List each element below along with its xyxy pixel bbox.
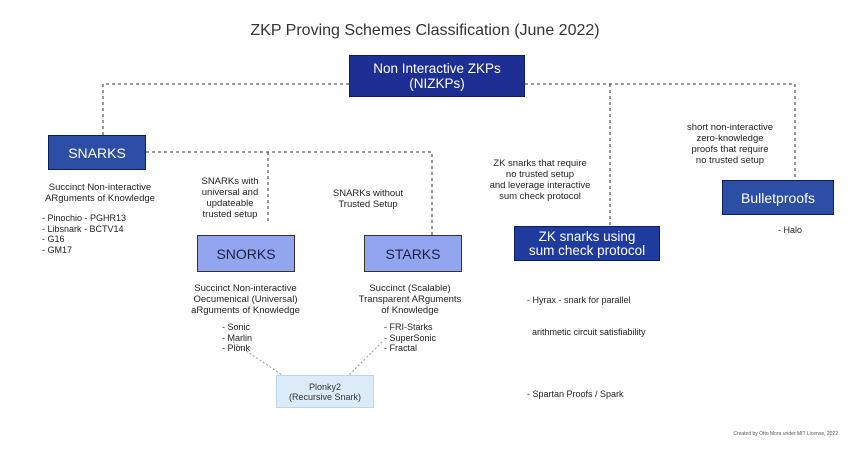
snarks-node: SNARKS bbox=[48, 135, 146, 170]
note-line: zero-knowledge bbox=[696, 133, 764, 144]
snorks-desc-line: aRguments of Knowledge bbox=[191, 305, 300, 316]
connector-fractal-plonky2 bbox=[348, 341, 383, 376]
note-line: no trusted setup bbox=[695, 155, 765, 166]
bulletproofs-node: Bulletproofs bbox=[722, 180, 834, 215]
bulletproofs-list: - Halo bbox=[778, 225, 802, 236]
zk-sumcheck-note: ZK snarks that require no trusted setup … bbox=[470, 158, 610, 202]
plonky2-sublabel: (Recursive Snark) bbox=[288, 391, 362, 402]
footer-credit: Created by Otto Mora under MIT License, … bbox=[733, 431, 838, 437]
list-item: - Plonk bbox=[222, 343, 251, 353]
note-line: trusted setup bbox=[202, 209, 258, 220]
note-line: universal and bbox=[201, 187, 259, 198]
list-item: - SuperSonic bbox=[384, 332, 437, 343]
note-line: SNARKs without bbox=[332, 188, 404, 199]
snorks-note: SNARKs with universal and updateable tru… bbox=[185, 176, 275, 220]
bulletproofs-note: short non-interactive zero-knowledge pro… bbox=[670, 122, 790, 166]
list-item: - Halo bbox=[778, 225, 803, 235]
snorks-node: SNORKS bbox=[197, 235, 295, 272]
snarks-desc-line: Succinct Non-interactive bbox=[48, 182, 152, 193]
zk-sumcheck-label-line2: sum check protocol bbox=[528, 242, 646, 258]
list-item: - Libsnark - BCTV14 bbox=[42, 223, 124, 234]
note-line: sum check protocol bbox=[499, 191, 581, 202]
starks-desc-line: Transparent ARguments bbox=[358, 294, 462, 305]
note-line: updateable bbox=[206, 198, 254, 209]
snorks-list: - Sonic - Marlin - Plonk bbox=[222, 322, 252, 354]
diagram-title: ZKP Proving Schemes Classification (June… bbox=[250, 22, 600, 39]
snarks-description: Succinct Non-interactive ARguments of Kn… bbox=[20, 182, 180, 204]
list-item: - G16 bbox=[42, 234, 65, 244]
zk-sumcheck-list: - Hyrax - snark for parallel arithmetic … bbox=[527, 274, 646, 410]
snorks-description: Succinct Non-interactive Oecumenical (Un… bbox=[158, 283, 333, 316]
starks-description: Succinct (Scalable) Transparent ARgument… bbox=[340, 283, 480, 316]
note-line: ZK snarks that require bbox=[493, 158, 587, 169]
root-node-nizkps: Non Interactive ZKPs (NIZKPs) bbox=[349, 55, 525, 97]
note-line: no trusted setup bbox=[505, 169, 575, 180]
list-item bbox=[527, 358, 646, 368]
zk-sumcheck-label-line1: ZK snarks using bbox=[538, 228, 636, 244]
connector-root-right bbox=[525, 83, 796, 180]
starks-node: STARKS bbox=[364, 235, 462, 272]
snarks-desc-line: ARguments of Knowledge bbox=[45, 193, 155, 204]
plonky2-node: Plonky2 (Recursive Snark) bbox=[276, 375, 374, 408]
list-item: - GM17 bbox=[42, 244, 73, 255]
root-label-line1: Non Interactive ZKPs bbox=[373, 61, 501, 76]
plonky2-label: Plonky2 bbox=[308, 381, 342, 392]
starks-list: - FRI-Starks - SuperSonic - Fractal bbox=[384, 322, 436, 354]
starks-desc-line: of Knowledge bbox=[381, 305, 439, 316]
snorks-desc-line: Succinct Non-interactive bbox=[194, 283, 297, 294]
list-item: - FRI-Starks bbox=[384, 322, 433, 332]
starks-note: SNARKs without Trusted Setup bbox=[318, 188, 418, 210]
connector-root-snarks bbox=[102, 83, 349, 135]
note-line: proofs that require bbox=[691, 144, 769, 155]
list-item: - Fractal bbox=[384, 343, 418, 353]
note-line: and leverage interactive bbox=[489, 180, 591, 191]
note-line: Trusted Setup bbox=[338, 199, 398, 210]
list-item: arithmetic circuit satisfiability bbox=[527, 326, 646, 337]
snorks-desc-line: Oecumenical (Universal) bbox=[193, 294, 298, 305]
root-label-line2: (NIZKPs) bbox=[409, 76, 465, 91]
starks-desc-line: Succinct (Scalable) bbox=[369, 283, 451, 294]
list-item: - Marlin bbox=[222, 332, 253, 343]
list-item: - Pinochio - PGHR13 bbox=[42, 213, 127, 223]
note-line: SNARKs with bbox=[201, 176, 259, 187]
note-line: short non-interactive bbox=[686, 122, 774, 133]
zk-sumcheck-node: ZK snarks using sum check protocol bbox=[514, 226, 660, 261]
list-item: - Hyrax - snark for parallel bbox=[527, 295, 631, 305]
connector-plonk-plonky2 bbox=[232, 341, 283, 376]
list-item: - Spartan Proofs / Spark bbox=[527, 389, 624, 399]
snarks-list: - Pinochio - PGHR13 - Libsnark - BCTV14 … bbox=[42, 213, 126, 255]
list-item: - Sonic bbox=[222, 322, 251, 332]
